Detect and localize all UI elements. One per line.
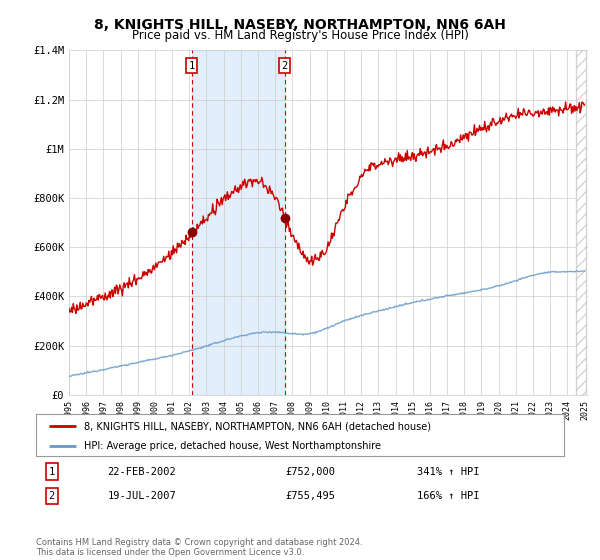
Text: 166% ↑ HPI: 166% ↑ HPI [416,491,479,501]
Text: 1: 1 [188,60,195,71]
Text: £752,000: £752,000 [286,466,335,477]
Text: 8, KNIGHTS HILL, NASEBY, NORTHAMPTON, NN6 6AH: 8, KNIGHTS HILL, NASEBY, NORTHAMPTON, NN… [94,18,506,32]
Text: 2: 2 [49,491,55,501]
Text: 1: 1 [49,466,55,477]
Text: 8, KNIGHTS HILL, NASEBY, NORTHAMPTON, NN6 6AH (detached house): 8, KNIGHTS HILL, NASEBY, NORTHAMPTON, NN… [83,421,431,431]
Text: Contains HM Land Registry data © Crown copyright and database right 2024.
This d: Contains HM Land Registry data © Crown c… [36,538,362,557]
Text: 22-FEB-2002: 22-FEB-2002 [107,466,176,477]
Text: 19-JUL-2007: 19-JUL-2007 [107,491,176,501]
Bar [576,50,586,395]
Text: Price paid vs. HM Land Registry's House Price Index (HPI): Price paid vs. HM Land Registry's House … [131,29,469,42]
Text: 341% ↑ HPI: 341% ↑ HPI [416,466,479,477]
Text: HPI: Average price, detached house, West Northamptonshire: HPI: Average price, detached house, West… [83,441,380,451]
Bar [192,50,284,395]
Text: 2: 2 [281,60,288,71]
Text: £755,495: £755,495 [286,491,335,501]
Bar [576,50,586,395]
